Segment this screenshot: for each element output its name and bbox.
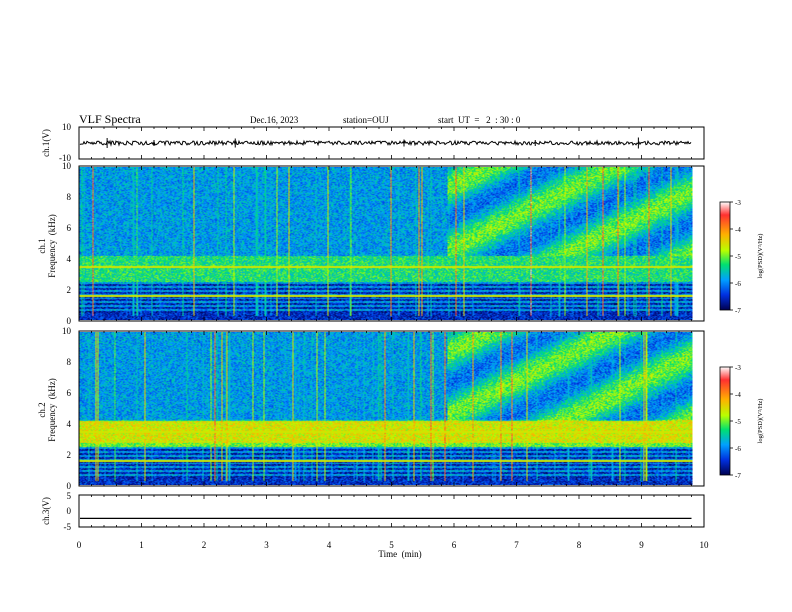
spectrogram-image-2 (79, 332, 704, 485)
ch1-ytick-4: 4 (67, 254, 72, 264)
ch1-spectrogram-image (79, 167, 704, 320)
ch2-cb-tick-m5: -5 (735, 418, 741, 426)
ch3-ytick-top: 5 (67, 491, 72, 501)
time-tick-label-10: 10 (700, 540, 710, 550)
ch1-ytick-2: 2 (67, 285, 72, 295)
ch1-colorbar-ticks (730, 201, 733, 311)
ch1-cb-tick-m7: -7 (735, 307, 741, 315)
ch1-cb-tick-m5: -5 (735, 253, 741, 261)
time-axis-tick-labels: 0 1 2 3 4 5 6 7 8 9 10 (77, 540, 709, 550)
ch2-colorbar-ticks (730, 366, 733, 476)
ch2-ytick-0: 0 (67, 481, 72, 491)
time-tick-label-0: 0 (77, 540, 82, 550)
ch1-ytick-6: 6 (67, 223, 72, 233)
ch2-ytick-8: 8 (67, 357, 72, 367)
ch2-cb-tick-m4: -4 (735, 391, 741, 399)
ch2-spectrogram-image (79, 332, 704, 485)
ch1-spectrogram-ylabel: Frequency (kHz) (47, 214, 57, 277)
ch3-waveform-ticks (78, 495, 705, 527)
time-tick-label-8: 8 (577, 540, 582, 550)
ch1-waveform-spikes (106, 137, 639, 149)
time-tick-label-3: 3 (264, 540, 269, 550)
time-tick-label-9: 9 (639, 540, 644, 550)
time-tick-label-2: 2 (202, 540, 207, 550)
ch2-spectrogram-ticks (78, 331, 705, 486)
ch1-cb-tick-m3: -3 (735, 199, 741, 207)
start-time-label: start UT = 2 : 30 : 0 (438, 115, 521, 125)
ch2-spectrogram-ylabel: Frequency (kHz) (47, 378, 57, 441)
ch1-waveform-ylabel: ch.1(V) (41, 129, 51, 157)
ch1-cb-tick-m6: -6 (735, 280, 741, 288)
ch1-ytick-10: 10 (62, 161, 72, 171)
ch3-waveform-ylabel: ch.3(V) (41, 497, 51, 525)
ch2-ytick-4: 4 (67, 419, 72, 429)
ch1-waveform-panel: 10 -10 ch.1(V) (41, 122, 705, 163)
ch3-waveform-panel: 5 0 -5 ch.3(V) (41, 491, 705, 532)
ch2-colorbar: -3 -4 -5 -6 -7 log(PSD)(V²/Hz) (719, 364, 764, 480)
time-tick-label-4: 4 (327, 540, 332, 550)
ch2-ytick-2: 2 (67, 450, 72, 460)
ch2-cb-tick-m3: -3 (735, 364, 741, 372)
station-label: station=OUJ (343, 115, 389, 125)
ch1-spectrogram-ticks (78, 166, 705, 321)
ch2-ytick-10: 10 (62, 326, 72, 336)
figure-title: VLF Spectra (79, 112, 141, 126)
time-tick-label-1: 1 (139, 540, 144, 550)
ch1-colorbar-label: log(PSD)(V²/Hz) (757, 234, 764, 279)
ch1-spectrogram-channel-label: ch.1 (37, 238, 47, 253)
ch3-waveform-frame (78, 494, 705, 528)
ch2-cb-tick-m6: -6 (735, 445, 741, 453)
ch1-ytick-8: 8 (67, 192, 72, 202)
ch1-waveform-ticks (78, 127, 705, 159)
date-label: Dec.16, 2023 (250, 115, 299, 125)
ch1-ytick-top: 10 (62, 122, 72, 132)
ch1-cb-tick-m4: -4 (735, 226, 741, 234)
time-tick-label-7: 7 (514, 540, 519, 550)
ch2-spectrogram-channel-label: ch.2 (37, 402, 47, 417)
time-tick-label-5: 5 (389, 540, 394, 550)
ch2-cb-tick-m7: -7 (735, 472, 741, 480)
ch2-ytick-6: 6 (67, 388, 72, 398)
spectrogram-image-1 (79, 167, 704, 320)
ch2-spectrogram-panel: 0 2 4 6 8 10 ch.2 Frequency (kHz) (37, 326, 705, 491)
ch2-colorbar-label: log(PSD)(V²/Hz) (757, 399, 764, 444)
ch1-ytick-0: 0 (67, 316, 72, 326)
time-tick-label-6: 6 (452, 540, 457, 550)
time-axis-label: Time (min) (378, 549, 421, 559)
ch1-waveform-trace (79, 139, 692, 147)
ch3-ytick-mid: 0 (67, 506, 72, 516)
ch1-colorbar-scale (719, 201, 731, 311)
ch2-colorbar-scale (719, 366, 731, 476)
ch1-colorbar: -3 -4 -5 -6 -7 log(PSD)(V²/Hz) (719, 199, 764, 315)
ch1-ytick-bottom: -10 (59, 153, 71, 163)
ch1-spectrogram-panel: 0 2 4 6 8 10 ch.1 Frequency (kHz) (37, 161, 705, 326)
ch3-ytick-bottom: -5 (64, 522, 72, 532)
